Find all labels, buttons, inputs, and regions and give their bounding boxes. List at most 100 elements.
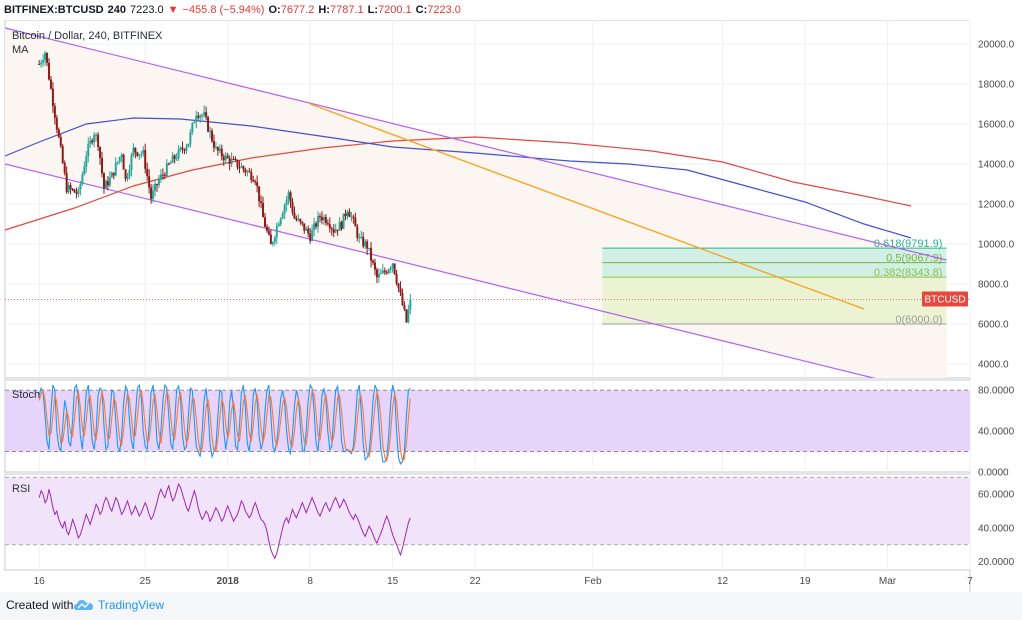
candle-down	[144, 149, 147, 169]
candle-up	[364, 241, 367, 247]
candle-up	[67, 185, 70, 193]
candle-up	[120, 154, 123, 157]
candle-down	[46, 52, 49, 63]
candle-up	[297, 219, 300, 221]
candle-down	[348, 211, 351, 217]
candle-down	[53, 106, 56, 118]
tradingview-brand-link[interactable]: TradingView	[98, 598, 165, 612]
high-value: 7787.1	[329, 4, 364, 16]
price-tick-label: 12000.0	[978, 200, 1015, 211]
price-tick-label: 16000.0	[978, 120, 1015, 131]
candle-down	[71, 188, 74, 190]
interval-label[interactable]: 240	[107, 4, 126, 16]
candle-up	[224, 155, 227, 161]
candle-down	[295, 218, 298, 221]
candle-down	[69, 185, 72, 189]
price-tick-label: 4000.0	[978, 360, 1009, 371]
candle-up	[209, 130, 212, 132]
candle-up	[191, 122, 194, 133]
candle-up	[128, 169, 131, 177]
change-arrow-icon: ▼	[167, 4, 179, 16]
low-value: 7200.1	[378, 4, 412, 16]
candle-down	[244, 169, 247, 173]
chart-area[interactable]: 16 25 2018 8 15 22 Feb 12 19 Mar 7 4000.0 6000.0 8000…	[0, 20, 1022, 592]
stoch-tick-label: 40.0000	[978, 427, 1015, 438]
candle-up	[358, 237, 361, 239]
candle-up	[179, 147, 182, 150]
candle-down	[362, 236, 365, 247]
candle-down	[97, 134, 100, 147]
candle-down	[267, 230, 270, 235]
x-tick-label: 22	[470, 576, 482, 587]
candle-down	[373, 262, 376, 270]
candle-down	[51, 88, 54, 107]
candle-down	[372, 260, 375, 263]
last-price-badge	[922, 291, 968, 307]
candle-down	[148, 176, 151, 188]
candle-up	[142, 149, 145, 154]
rsi-tick-label: 20.0000	[978, 557, 1015, 568]
candle-down	[99, 146, 102, 158]
candle-up	[89, 140, 92, 144]
candle-up	[346, 211, 349, 217]
candle-up	[77, 189, 80, 194]
candle-up	[159, 174, 162, 180]
candle-up	[83, 166, 86, 175]
candle-down	[265, 226, 268, 231]
descending-trendline	[309, 103, 865, 310]
footer-bar: Created with TradingView	[0, 592, 1022, 620]
candle-down	[393, 263, 396, 274]
candle-down	[210, 130, 213, 141]
candle-down	[309, 233, 312, 241]
candle-down	[326, 223, 329, 225]
candle-down	[207, 117, 210, 132]
candle-down	[256, 182, 259, 187]
candle-up	[379, 273, 382, 275]
low-label: L:	[367, 4, 379, 16]
x-tick-label: Feb	[584, 576, 602, 587]
candle-down	[383, 270, 386, 273]
tradingview-cloud-icon[interactable]	[74, 598, 94, 612]
candle-up	[185, 146, 188, 151]
candle-up	[177, 149, 180, 159]
candle-down	[366, 241, 369, 249]
candle-down	[252, 179, 255, 182]
candle-down	[212, 140, 215, 148]
candle-down	[397, 283, 400, 288]
candle-up	[377, 273, 380, 278]
x-tick-label: 8	[307, 576, 313, 587]
stoch-d-line	[38, 388, 411, 463]
candle-up	[110, 172, 113, 178]
candle-up	[130, 155, 133, 170]
candle-down	[254, 181, 257, 183]
candle-up	[152, 190, 155, 199]
candle-up	[193, 122, 196, 124]
candle-down	[258, 186, 261, 202]
chart-panes: 16 25 2018 8 15 22 Feb 12 19 Mar 7 4000.0 6000.0 8000…	[4, 20, 1015, 592]
candle-down	[150, 187, 153, 199]
fib-level-label: 0.618(9791.9)	[874, 238, 943, 250]
candle-up	[42, 60, 45, 63]
candle-down	[146, 168, 149, 177]
candle-down	[47, 62, 50, 80]
candle-down	[264, 217, 267, 227]
candle-down	[401, 293, 404, 305]
candle-up	[114, 163, 117, 176]
candle-up	[138, 154, 141, 156]
candle-up	[44, 52, 47, 61]
rsi-title: RSI	[12, 483, 30, 495]
symbol-label[interactable]: BITFINEX:BTCUSD	[4, 4, 104, 16]
candle-up	[116, 161, 119, 164]
candle-down	[197, 115, 200, 118]
candle-down	[403, 304, 406, 310]
candle-down	[75, 192, 78, 194]
candle-up	[271, 242, 274, 245]
candle-up	[311, 229, 314, 241]
price-tick-label: 10000.0	[978, 240, 1015, 251]
candle-up	[368, 247, 371, 249]
candle-up	[283, 205, 286, 214]
candle-up	[93, 134, 96, 143]
candle-down	[375, 269, 378, 278]
candle-down	[303, 223, 306, 231]
candle-up	[387, 269, 390, 274]
